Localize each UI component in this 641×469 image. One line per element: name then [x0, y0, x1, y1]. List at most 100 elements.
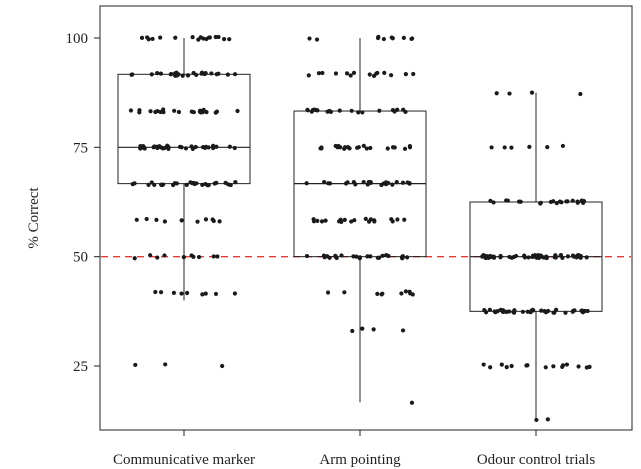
data-point — [191, 110, 196, 115]
data-point — [132, 256, 137, 261]
data-point — [149, 72, 154, 77]
data-point — [323, 218, 328, 223]
data-point — [319, 219, 325, 224]
data-point — [560, 364, 565, 370]
data-point — [155, 109, 160, 114]
plot-frame — [99, 5, 633, 431]
data-point — [133, 362, 138, 368]
data-point — [488, 198, 493, 203]
data-point — [163, 362, 168, 367]
data-point — [201, 107, 206, 112]
y-axis-title: % Correct — [26, 187, 42, 249]
data-point — [356, 110, 361, 115]
data-point — [153, 289, 158, 295]
data-point — [196, 254, 202, 260]
data-point — [176, 72, 181, 77]
data-point — [390, 182, 395, 187]
data-point — [361, 143, 366, 148]
data-point — [227, 37, 232, 42]
data-point — [361, 179, 366, 185]
data-point — [306, 73, 311, 78]
data-point — [509, 363, 514, 369]
data-point — [554, 307, 559, 312]
data-point — [504, 198, 509, 203]
data-point — [235, 108, 240, 114]
data-point — [578, 91, 583, 97]
data-point — [388, 73, 394, 78]
data-point — [383, 180, 389, 185]
data-point — [209, 71, 214, 76]
data-point — [192, 181, 197, 187]
data-point — [130, 182, 135, 187]
data-point — [401, 35, 406, 40]
data-point — [360, 110, 365, 115]
data-point — [382, 70, 387, 75]
data-point — [394, 179, 399, 185]
data-point — [338, 217, 343, 222]
data-point — [488, 365, 493, 370]
data-point — [395, 217, 400, 222]
data-point — [482, 307, 487, 313]
data-point — [342, 290, 347, 295]
y-tick-label: 25 — [73, 359, 88, 375]
data-point — [546, 308, 551, 314]
data-point — [326, 181, 331, 186]
data-point — [161, 107, 166, 112]
data-point — [584, 365, 589, 370]
data-point — [368, 254, 373, 259]
data-point — [389, 35, 394, 40]
data-point — [180, 73, 185, 78]
data-point — [551, 310, 556, 315]
data-point — [492, 309, 497, 314]
data-point — [407, 144, 413, 149]
data-point — [166, 146, 171, 151]
x-tick-label: Arm pointing — [319, 452, 401, 468]
data-point — [371, 327, 376, 332]
data-point — [409, 400, 415, 405]
data-point — [520, 309, 526, 314]
data-point — [526, 255, 531, 260]
data-point — [172, 181, 177, 186]
data-point — [553, 253, 558, 258]
data-point — [367, 72, 372, 77]
data-point — [350, 328, 355, 334]
data-point — [558, 252, 564, 258]
data-point — [498, 253, 503, 259]
data-point — [211, 254, 216, 259]
data-point — [158, 35, 163, 40]
data-point — [333, 253, 338, 258]
data-point — [206, 145, 211, 150]
data-point — [204, 109, 209, 115]
y-axis: 25 50 75 100 — [66, 31, 100, 375]
data-point — [310, 108, 315, 113]
data-point — [206, 182, 211, 188]
data-point — [179, 291, 184, 296]
data-point — [210, 143, 216, 148]
data-point — [188, 180, 193, 185]
data-point — [365, 182, 370, 187]
data-point — [512, 308, 517, 313]
data-point — [545, 144, 550, 150]
data-point — [565, 199, 570, 204]
data-point — [128, 108, 134, 113]
data-point — [232, 72, 238, 77]
data-point — [213, 291, 219, 297]
data-point — [184, 182, 189, 187]
data-point — [333, 143, 338, 149]
data-point — [375, 35, 381, 41]
box-iqr — [117, 73, 251, 185]
data-point — [565, 254, 571, 259]
data-point — [354, 254, 359, 259]
data-point — [305, 108, 310, 113]
data-point — [322, 255, 327, 260]
data-point — [158, 290, 164, 295]
data-point — [385, 146, 390, 151]
data-point — [139, 35, 145, 41]
data-point — [375, 291, 380, 296]
x-tick-label: Odour control trials — [477, 452, 595, 468]
data-point — [539, 308, 544, 313]
x-tick-label: Communicative marker — [113, 452, 255, 468]
data-point — [194, 72, 199, 78]
data-point — [489, 145, 494, 150]
data-point — [144, 216, 149, 222]
